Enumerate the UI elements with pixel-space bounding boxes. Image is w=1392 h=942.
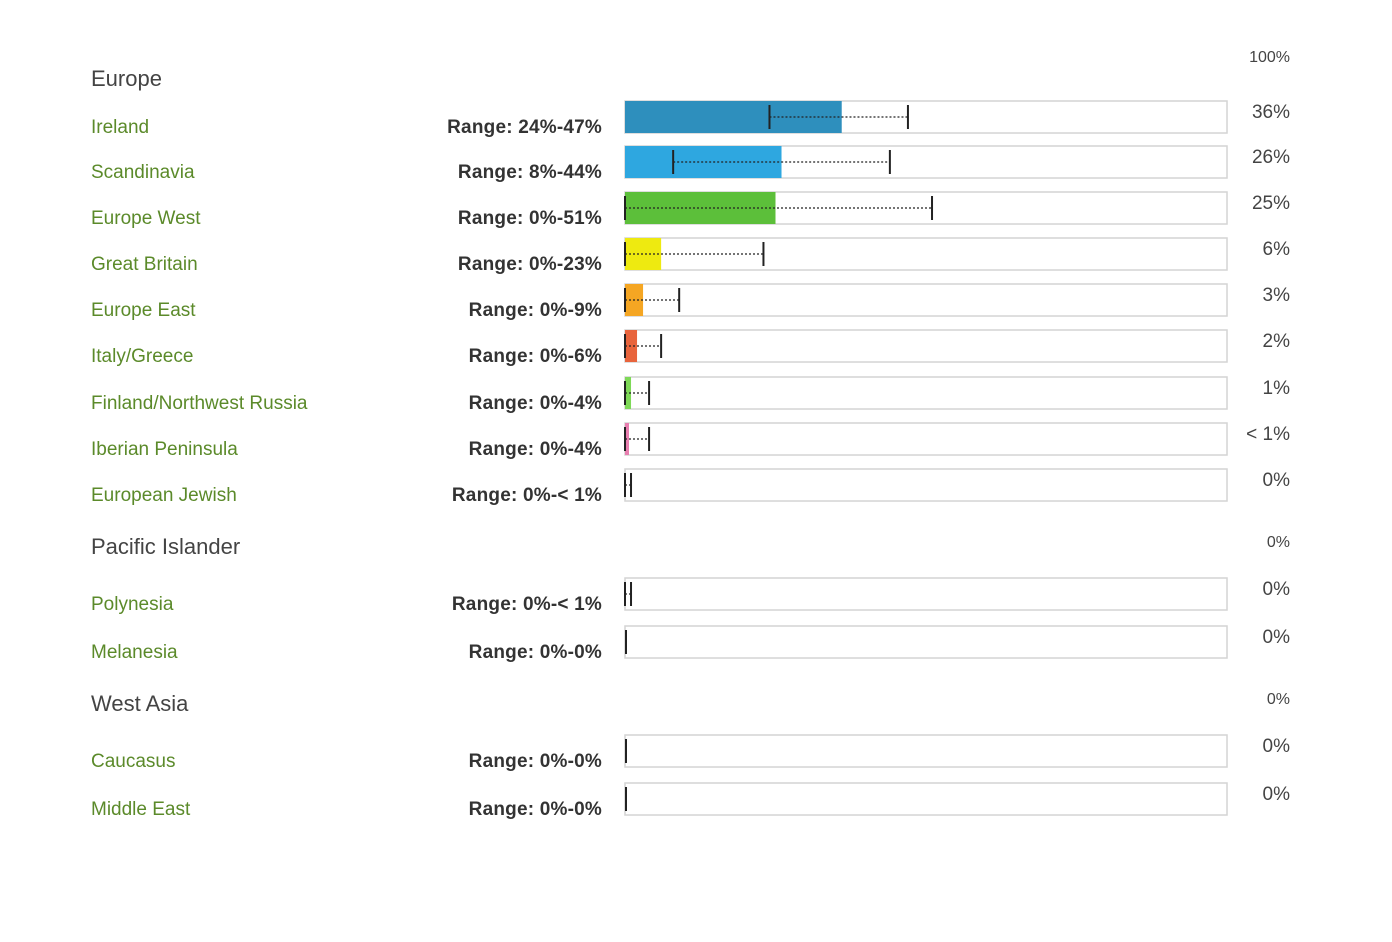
range-label: Range: 0%-23% (458, 254, 602, 275)
estimate-bar (625, 192, 776, 224)
range-label: Range: 0%-4% (469, 439, 602, 460)
range-label: Range: 0%-51% (458, 208, 602, 229)
range-label: Range: 0%-< 1% (452, 594, 602, 615)
estimate-bar (625, 146, 782, 178)
range-label: Range: 0%-0% (469, 642, 602, 663)
estimate-bar (625, 377, 632, 409)
bar-track (624, 376, 1228, 410)
region-label: Scandinavia (91, 162, 195, 183)
region-label: Europe West (91, 208, 201, 229)
percent-label: 6% (1263, 239, 1291, 260)
range-label: Range: 0%-4% (469, 393, 602, 414)
percent-label: 3% (1263, 285, 1291, 306)
scale-max-label: 100% (1249, 49, 1290, 66)
percent-label: 0% (1263, 627, 1291, 648)
group-percent: 0% (1267, 691, 1290, 708)
percent-label: 0% (1263, 736, 1291, 757)
range-label: Range: 8%-44% (458, 162, 602, 183)
region-label: Ireland (91, 117, 149, 138)
bar-track (624, 782, 1228, 816)
region-label: Finland/Northwest Russia (91, 393, 308, 414)
region-label: Caucasus (91, 751, 176, 772)
percent-label: 0% (1263, 579, 1291, 600)
bar-track (624, 422, 1228, 456)
bar-track (624, 329, 1228, 363)
percent-label: < 1% (1246, 424, 1290, 445)
percent-label: 26% (1252, 147, 1290, 168)
bar-track (624, 468, 1228, 502)
group-title: West Asia (91, 691, 189, 716)
range-label: Range: 0%-< 1% (452, 485, 602, 506)
percent-label: 36% (1252, 102, 1290, 123)
range-label: Range: 24%-47% (447, 117, 602, 138)
range-label: Range: 0%-0% (469, 799, 602, 820)
region-label: Europe East (91, 300, 196, 321)
percent-label: 1% (1263, 378, 1291, 399)
range-label: Range: 0%-9% (469, 300, 602, 321)
range-label: Range: 0%-0% (469, 751, 602, 772)
group-title: Pacific Islander (91, 534, 240, 559)
bar-track (624, 734, 1228, 768)
bar-track (624, 237, 1228, 271)
region-label: Middle East (91, 799, 191, 820)
percent-label: 0% (1263, 470, 1291, 491)
bar-track (624, 577, 1228, 611)
region-label: Italy/Greece (91, 346, 193, 367)
estimate-bar (625, 238, 662, 270)
estimate-bar (625, 330, 638, 362)
range-label: Range: 0%-6% (469, 346, 602, 367)
percent-label: 2% (1263, 331, 1291, 352)
estimate-bar (625, 101, 842, 133)
bar-track (624, 283, 1228, 317)
region-label: Polynesia (91, 594, 174, 615)
region-label: Iberian Peninsula (91, 439, 238, 460)
group-percent: 0% (1267, 534, 1290, 551)
bar-track (624, 625, 1228, 659)
percent-label: 0% (1263, 784, 1291, 805)
percent-label: 25% (1252, 193, 1290, 214)
group-title: Europe (91, 66, 162, 91)
region-label: Melanesia (91, 642, 178, 663)
region-label: Great Britain (91, 254, 198, 275)
region-label: European Jewish (91, 485, 237, 506)
